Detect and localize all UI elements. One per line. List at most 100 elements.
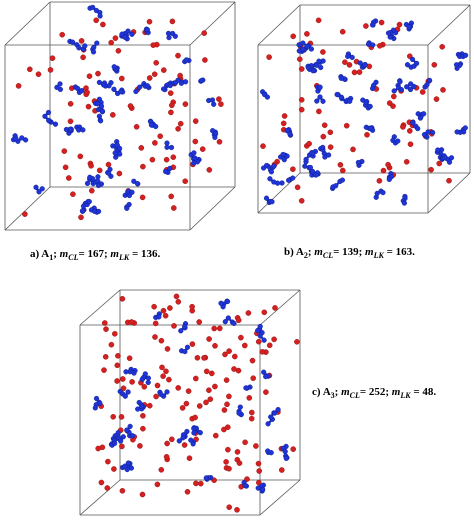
blue-particle [129, 31, 135, 37]
blue-particle [182, 349, 188, 355]
blue-particle [310, 168, 316, 175]
red-particle [140, 425, 146, 432]
blue-particle [357, 60, 363, 66]
blue-particle [97, 118, 104, 124]
red-particle [150, 42, 156, 48]
blue-particle [338, 75, 344, 81]
blue-particle [36, 189, 42, 195]
red-particle [343, 122, 350, 129]
red-particle [218, 101, 224, 107]
red-particle [62, 164, 69, 171]
red-particle [315, 17, 322, 24]
red-particle [158, 466, 165, 473]
blue-particle [264, 162, 270, 169]
red-particle [253, 443, 259, 449]
blue-particle [326, 152, 332, 158]
red-particle [351, 69, 358, 76]
blue-particle [398, 87, 405, 93]
red-particle [184, 488, 191, 495]
red-particle [206, 387, 212, 394]
red-particle [160, 307, 167, 314]
red-particle [339, 28, 346, 35]
red-particle [140, 412, 146, 419]
red-particle [223, 377, 230, 383]
blue-particle [42, 113, 48, 119]
red-particle [102, 353, 109, 360]
red-particle [93, 17, 99, 24]
blue-particle [137, 84, 143, 90]
box-edge [79, 289, 121, 326]
red-particle [431, 62, 438, 68]
blue-particle [446, 159, 453, 165]
blue-particle [39, 186, 45, 192]
blue-particle [209, 97, 216, 103]
blue-particle [317, 94, 323, 100]
red-particle [201, 30, 207, 36]
blue-particle [125, 460, 131, 466]
blue-particle [111, 440, 118, 447]
blue-particle [268, 450, 274, 456]
red-particle [153, 393, 159, 400]
red-particle [67, 118, 74, 125]
red-particle [241, 342, 248, 349]
blue-particle [178, 328, 184, 334]
red-particle [78, 214, 84, 221]
red-particle [115, 48, 122, 54]
blue-particle [463, 52, 469, 58]
red-particle [169, 18, 176, 25]
blue-particle [191, 430, 197, 436]
blue-particle [374, 190, 380, 197]
blue-particle [57, 81, 63, 87]
blue-particle [90, 4, 96, 11]
blue-particle [279, 180, 285, 186]
blue-particle [409, 56, 416, 63]
red-particle [280, 120, 287, 127]
blue-particle [45, 109, 52, 116]
blue-particle [194, 159, 201, 165]
caption-text: c) A [312, 386, 331, 398]
red-particle [175, 298, 182, 305]
blue-particle [199, 77, 205, 84]
red-particle [298, 106, 305, 113]
blue-particle [442, 154, 448, 161]
red-particle [396, 21, 403, 28]
blue-particle [421, 111, 427, 117]
red-particle [67, 101, 74, 107]
blue-particle [93, 395, 100, 402]
blue-particle [283, 455, 289, 462]
blue-particle [164, 389, 170, 395]
red-particle [166, 376, 172, 383]
blue-particle [99, 108, 106, 114]
red-particle [49, 55, 56, 62]
blue-particle [255, 327, 261, 334]
blue-particle [317, 84, 323, 90]
red-particle [266, 342, 273, 349]
red-particle [110, 112, 116, 118]
blue-particle [87, 174, 93, 180]
red-particle [234, 449, 241, 455]
red-particle [116, 170, 123, 177]
blue-particle [304, 43, 310, 50]
red-particle [120, 385, 127, 392]
blue-particle [243, 385, 249, 391]
blue-particle [13, 135, 19, 141]
red-particle [203, 399, 209, 406]
red-particle [167, 305, 173, 311]
blue-particle [124, 205, 130, 211]
blue-particle [242, 482, 248, 489]
red-particle [212, 383, 218, 390]
red-particle [419, 89, 426, 95]
blue-particle [130, 433, 136, 439]
red-particle [179, 405, 186, 411]
red-particle [226, 348, 232, 354]
red-particle [153, 60, 159, 66]
red-particle [406, 128, 413, 134]
red-particle [255, 479, 262, 486]
blue-particle [302, 163, 308, 169]
blue-particle [260, 486, 266, 493]
blue-particle [404, 62, 411, 68]
red-particle [224, 424, 231, 431]
blue-particle [142, 371, 148, 377]
red-particle [206, 167, 213, 173]
red-particle [316, 108, 322, 115]
